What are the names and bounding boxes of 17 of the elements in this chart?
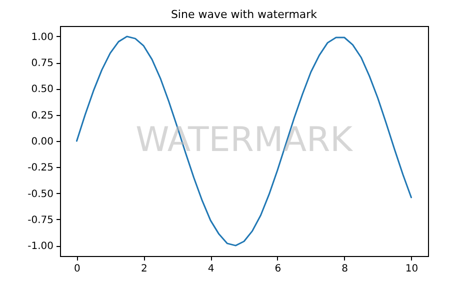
y-tick-label: -0.25 <box>28 162 54 174</box>
y-tick-label: 0.00 <box>31 136 54 148</box>
y-tick-label: 0.25 <box>31 110 54 122</box>
y-tick-label: -0.50 <box>28 188 54 200</box>
x-tick-label: 4 <box>208 264 214 274</box>
x-tick-label: 2 <box>140 264 148 274</box>
y-tick-label: -0.75 <box>28 214 54 226</box>
chart-title: Sine wave with watermark <box>170 8 318 21</box>
y-tick-label: 0.75 <box>31 58 54 70</box>
x-tick-label: 0 <box>74 264 80 274</box>
x-tick-label: 8 <box>342 264 348 274</box>
x-tick-label: 10 <box>405 264 418 274</box>
x-tick-label: 6 <box>274 264 282 274</box>
y-tick-label: -1.00 <box>28 241 54 252</box>
y-tick-label: 1.00 <box>31 32 54 43</box>
line-series <box>76 36 412 246</box>
y-tick-label: 0.50 <box>31 84 54 96</box>
